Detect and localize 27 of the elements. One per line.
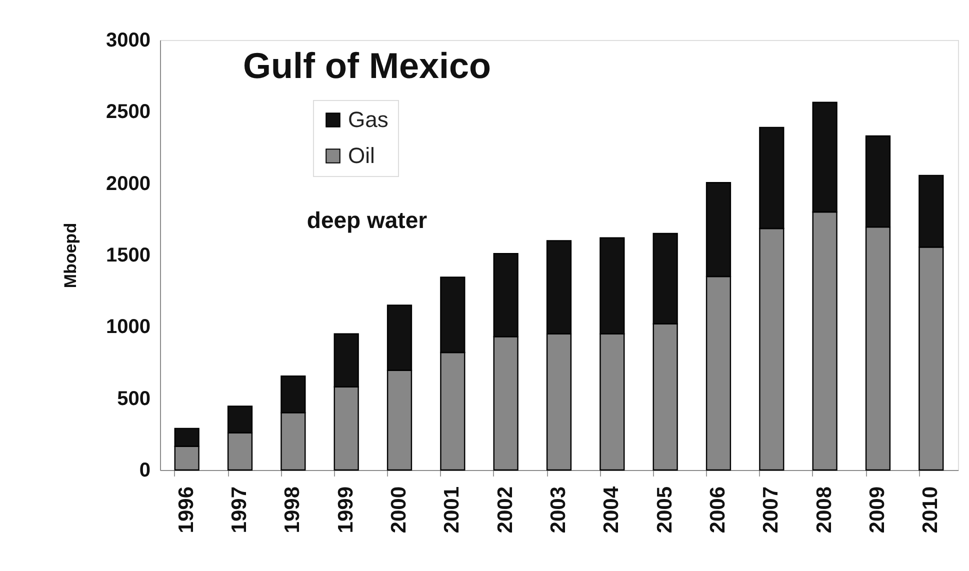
y-tick-label: 0	[139, 460, 150, 482]
x-tick-label: 2010	[919, 486, 942, 534]
y-tick-label: 3000	[106, 30, 150, 52]
x-tick-label: 2001	[440, 486, 464, 534]
x-tick-label: 2000	[388, 486, 411, 534]
legend-label: Gas	[348, 107, 388, 132]
x-tick-label: 2002	[494, 486, 517, 534]
x-tick-label: 1999	[334, 486, 358, 534]
x-tick-label: 2007	[760, 486, 783, 534]
y-tick-label: 2000	[106, 172, 150, 195]
y-tick-label: 1000	[106, 316, 150, 338]
y-axis-title: Mboepd	[61, 222, 80, 288]
legend-label: Oil	[348, 143, 375, 168]
annotation: deep water	[306, 207, 428, 233]
x-tick-label: 2004	[600, 486, 624, 534]
y-tick-label: 500	[117, 388, 150, 410]
x-tick-label: 2005	[653, 486, 676, 534]
chart-title: Gulf of Mexico	[243, 45, 492, 86]
x-tick-label: 1996	[174, 486, 198, 534]
x-tick-label: 2003	[547, 486, 570, 534]
y-tick-label: 2500	[106, 101, 150, 124]
x-tick-label: 2009	[866, 486, 889, 534]
y-tick-label: 1500	[106, 244, 150, 266]
x-tick-label: 1997	[228, 486, 252, 534]
x-tick-label: 2008	[812, 486, 836, 534]
x-tick-label: 2006	[706, 486, 730, 534]
x-tick-label: 1998	[281, 486, 304, 534]
